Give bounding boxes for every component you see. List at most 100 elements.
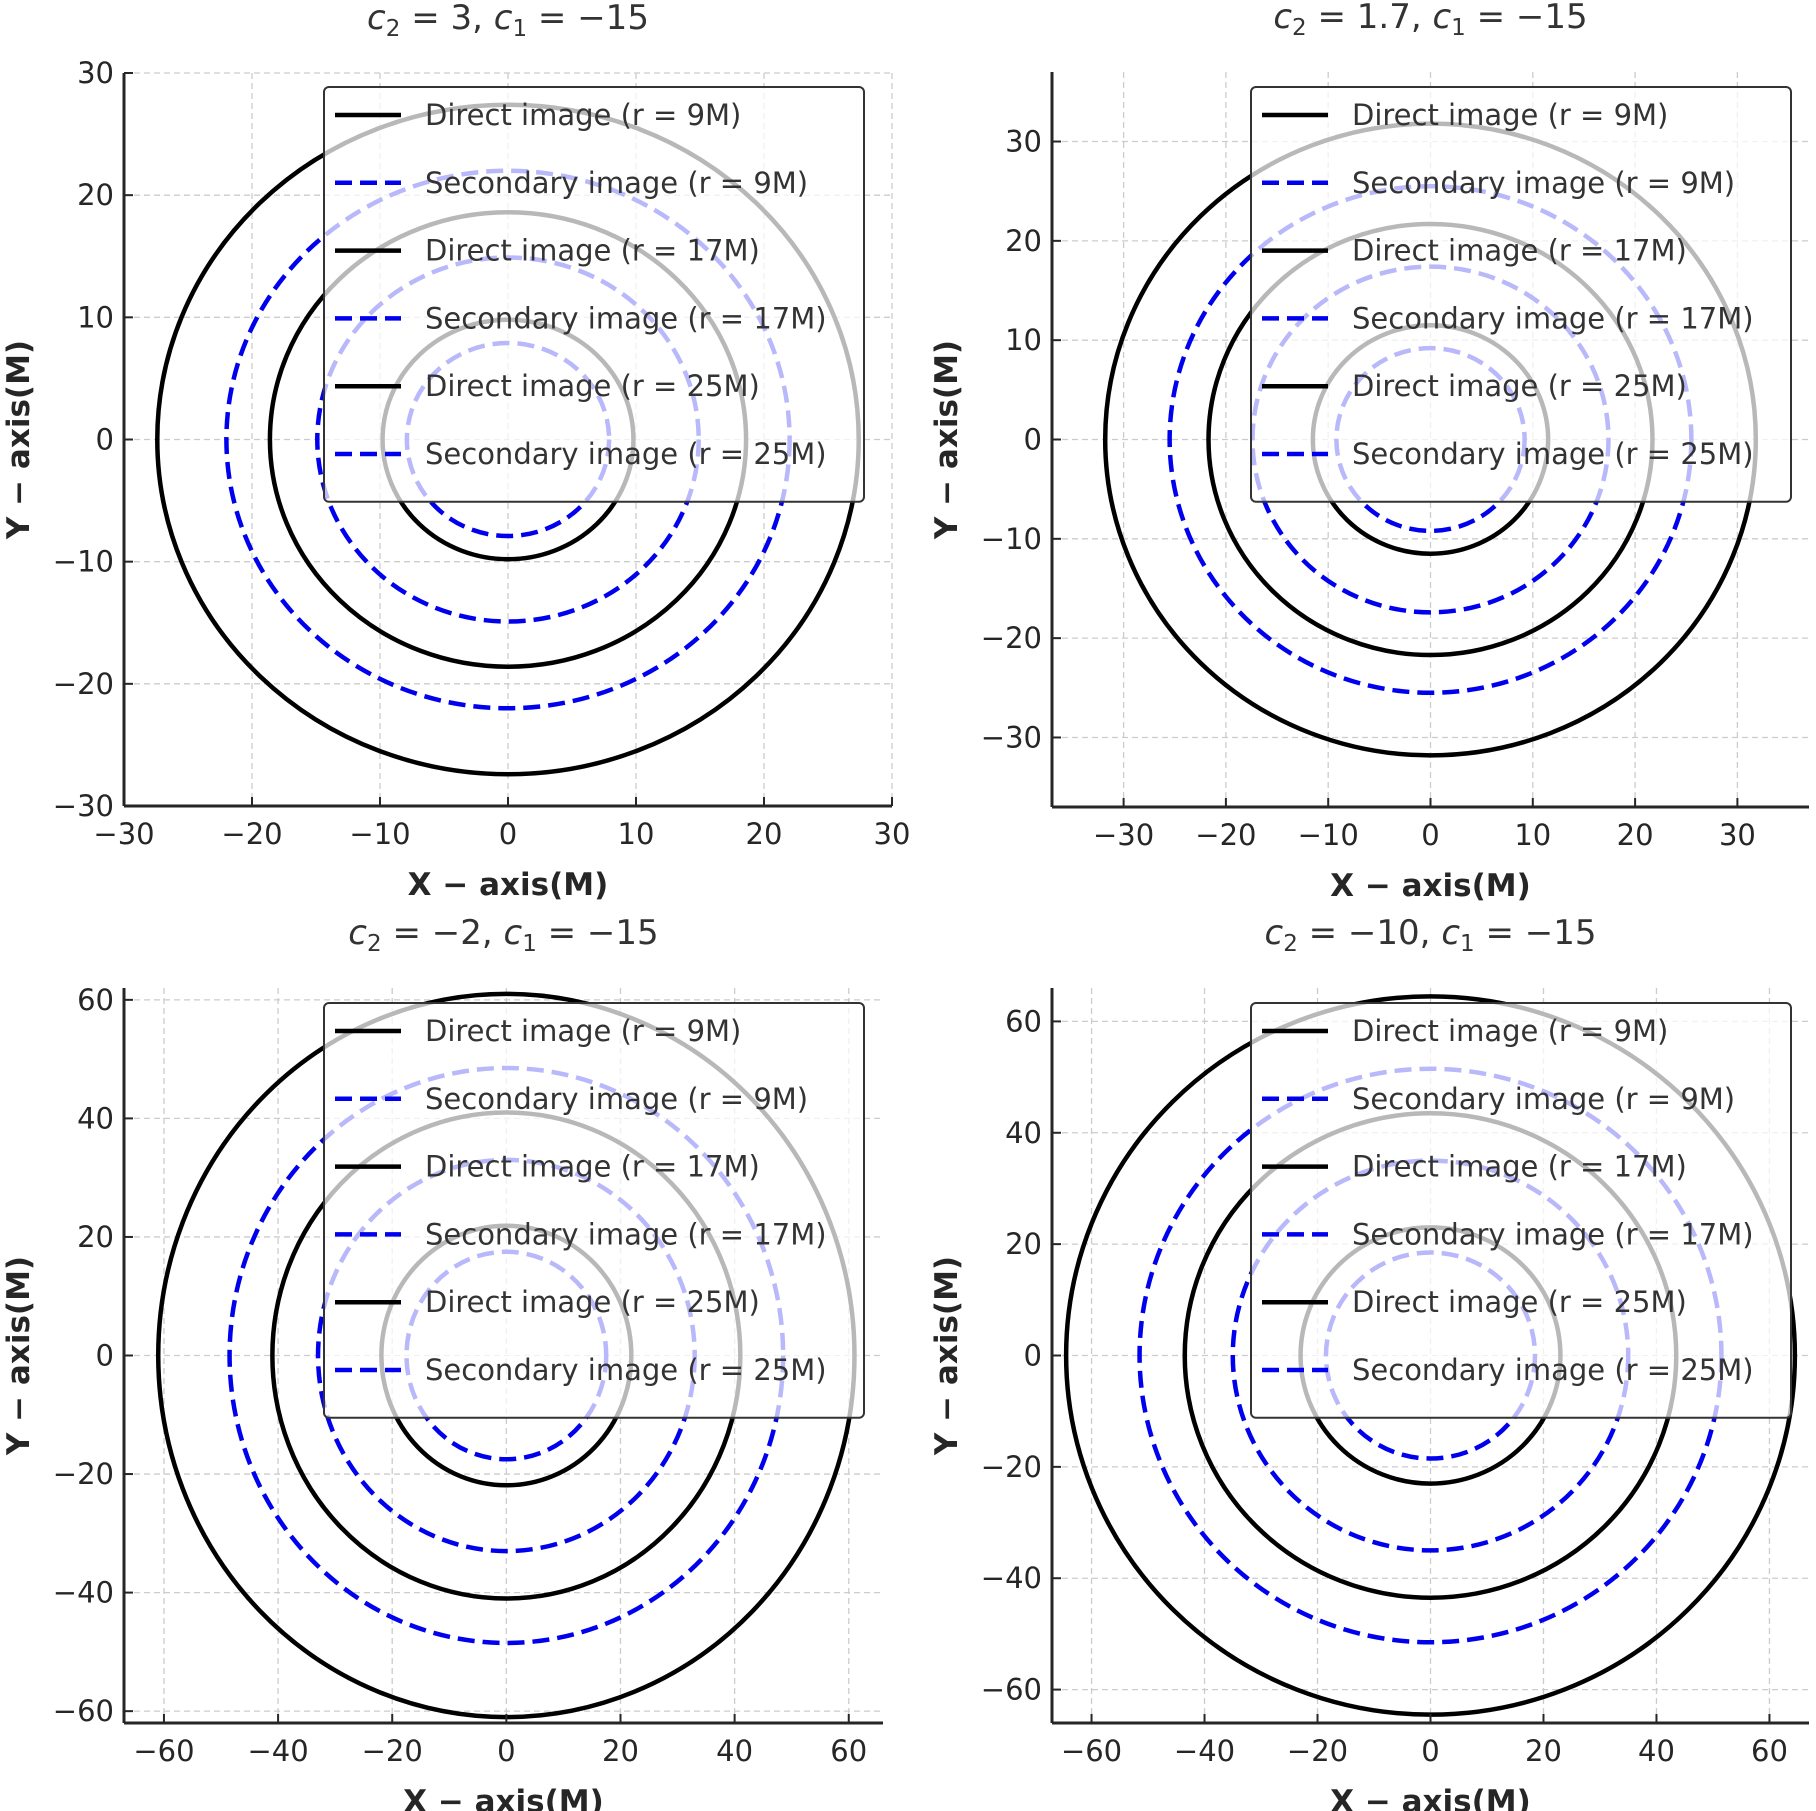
title-subscript: 1 bbox=[512, 16, 527, 42]
x-tick-label: −30 bbox=[93, 817, 154, 851]
x-tick-label: 60 bbox=[1751, 1734, 1788, 1768]
panel-title: c2 = −10, c1 = −15 bbox=[1264, 913, 1596, 957]
legend: Direct image (r = 9M) Secondary image (r … bbox=[1250, 1002, 1792, 1419]
title-part: = −15 bbox=[1466, 0, 1588, 37]
legend-entry-label: Secondary image (r = 25M) bbox=[425, 437, 827, 471]
y-tick-label: −40 bbox=[981, 1561, 1042, 1595]
title-part: = −2, bbox=[382, 913, 504, 953]
title-part: c bbox=[1432, 0, 1451, 37]
title-subscript: 2 bbox=[386, 16, 401, 42]
x-tick-label: 60 bbox=[830, 1734, 867, 1768]
y-axis-label: Y − axis(M) bbox=[929, 1256, 965, 1456]
legend-entry-label: Secondary image (r = 17M) bbox=[425, 301, 827, 335]
title-part: c bbox=[348, 913, 367, 953]
title-part: = 3, bbox=[400, 0, 493, 38]
y-tick-label: 10 bbox=[77, 300, 114, 334]
legend-entry-label: Direct image (r = 25M) bbox=[425, 1285, 760, 1319]
legend-entry-label: Direct image (r = 17M) bbox=[425, 234, 760, 268]
title-subscript: 1 bbox=[1460, 931, 1475, 957]
x-tick-label: −10 bbox=[349, 817, 410, 851]
title-part: = −15 bbox=[1475, 913, 1597, 953]
title-part: c bbox=[1273, 0, 1292, 37]
title-part: c bbox=[1264, 913, 1283, 953]
legend: Direct image (r = 9M) Secondary image (r … bbox=[323, 86, 865, 503]
legend-entry-label: Secondary image (r = 9M) bbox=[1352, 1082, 1735, 1116]
title-part: = 1.7, bbox=[1307, 0, 1433, 37]
legend: Direct image (r = 9M) Secondary image (r … bbox=[1250, 86, 1792, 503]
legend-box bbox=[323, 86, 865, 503]
legend-box bbox=[323, 1002, 865, 1419]
panel-top-right: −30 −20 −10 0 10 20 30 −30 −20 −10 0 10 20 30 X − axis… bbox=[929, 0, 1809, 904]
y-tick-label: 30 bbox=[77, 56, 114, 90]
legend-entry-label: Secondary image (r = 17M) bbox=[1352, 1217, 1754, 1251]
legend-entry-label: Direct image (r = 17M) bbox=[425, 1150, 760, 1184]
y-tick-label: 40 bbox=[77, 1101, 114, 1135]
x-tick-label: 0 bbox=[1421, 1734, 1439, 1768]
y-tick-label: 0 bbox=[96, 1339, 114, 1373]
title-subscript: 1 bbox=[1451, 15, 1466, 41]
x-axis-label: X − axis(M) bbox=[403, 1784, 604, 1811]
y-axis-label: Y − axis(M) bbox=[1, 1256, 37, 1456]
x-tick-label: 0 bbox=[497, 1734, 515, 1768]
y-tick-label: −10 bbox=[53, 545, 114, 579]
legend-entry-label: Secondary image (r = 25M) bbox=[1352, 437, 1754, 471]
x-tick-label: −60 bbox=[133, 1734, 194, 1768]
y-tick-label: −20 bbox=[981, 1450, 1042, 1484]
x-tick-label: −30 bbox=[1093, 818, 1154, 852]
x-tick-label: −20 bbox=[221, 817, 282, 851]
x-tick-label: 30 bbox=[1719, 818, 1756, 852]
legend-entry-label: Direct image (r = 17M) bbox=[1352, 234, 1687, 268]
y-tick-label: 20 bbox=[77, 178, 114, 212]
panel-title: c2 = 3, c1 = −15 bbox=[367, 0, 649, 42]
x-tick-label: −60 bbox=[1061, 1734, 1122, 1768]
x-tick-label: 20 bbox=[746, 817, 783, 851]
y-tick-label: −60 bbox=[53, 1694, 114, 1728]
y-tick-label: −20 bbox=[53, 667, 114, 701]
title-part: c bbox=[1441, 913, 1460, 953]
legend-entry-label: Direct image (r = 9M) bbox=[425, 98, 741, 132]
x-tick-label: −40 bbox=[1174, 1734, 1235, 1768]
title-subscript: 1 bbox=[522, 931, 537, 957]
x-axis-label: X − axis(M) bbox=[408, 867, 609, 903]
legend-entry-label: Secondary image (r = 9M) bbox=[1352, 166, 1735, 200]
legend-box bbox=[1250, 86, 1792, 503]
title-subscript: 2 bbox=[1283, 931, 1298, 957]
legend-entry-label: Secondary image (r = 25M) bbox=[1352, 1353, 1754, 1387]
x-tick-label: 40 bbox=[1638, 1734, 1675, 1768]
legend-entry-label: Direct image (r = 9M) bbox=[1352, 1014, 1668, 1048]
title-part: = −15 bbox=[527, 0, 649, 38]
y-tick-label: 30 bbox=[1005, 125, 1042, 159]
title-part: = −15 bbox=[537, 913, 659, 953]
y-tick-label: 0 bbox=[1024, 1339, 1042, 1373]
y-tick-label: 40 bbox=[1005, 1116, 1042, 1150]
title-part: c bbox=[367, 0, 386, 38]
y-tick-label: 60 bbox=[77, 983, 114, 1017]
x-tick-label: −20 bbox=[362, 1734, 423, 1768]
y-tick-label: −10 bbox=[981, 522, 1042, 556]
title-subscript: 2 bbox=[1292, 15, 1307, 41]
y-tick-label: 60 bbox=[1005, 1004, 1042, 1038]
y-tick-label: −60 bbox=[981, 1673, 1042, 1707]
panel-title: c2 = 1.7, c1 = −15 bbox=[1273, 0, 1587, 41]
x-tick-label: 20 bbox=[1617, 818, 1654, 852]
legend-entry-label: Direct image (r = 9M) bbox=[1352, 98, 1668, 132]
legend-entry-label: Direct image (r = 25M) bbox=[425, 369, 760, 403]
x-axis-label: X − axis(M) bbox=[1330, 1784, 1531, 1811]
x-axis-label: X − axis(M) bbox=[1330, 868, 1531, 904]
legend-entry-label: Secondary image (r = 9M) bbox=[425, 166, 808, 200]
legend-entry-label: Direct image (r = 17M) bbox=[1352, 1150, 1687, 1184]
panel-bottom-right: −60 −40 −20 0 20 40 60 −60 −40 −20 0 20 40 60 X − axis… bbox=[929, 913, 1809, 1811]
title-subscript: 2 bbox=[367, 931, 382, 957]
x-tick-label: 30 bbox=[874, 817, 911, 851]
y-tick-label: −30 bbox=[981, 720, 1042, 754]
panel-bottom-left: −60 −40 −20 0 20 40 60 −60 −40 −20 0 20 40 60 X − axis… bbox=[1, 913, 883, 1811]
panel-top-left: −30 −20 −10 0 10 20 30 −30 −20 −10 0 10 20 30 X − axis… bbox=[1, 0, 910, 903]
legend-box bbox=[1250, 1002, 1792, 1419]
x-tick-label: 0 bbox=[499, 817, 517, 851]
legend-entry-label: Secondary image (r = 17M) bbox=[1352, 301, 1754, 335]
x-tick-label: −20 bbox=[1287, 1734, 1348, 1768]
legend-entry-label: Direct image (r = 25M) bbox=[1352, 369, 1687, 403]
y-tick-label: 20 bbox=[1005, 1227, 1042, 1261]
legend-entry-label: Direct image (r = 9M) bbox=[425, 1014, 741, 1048]
title-part: c bbox=[494, 0, 513, 38]
